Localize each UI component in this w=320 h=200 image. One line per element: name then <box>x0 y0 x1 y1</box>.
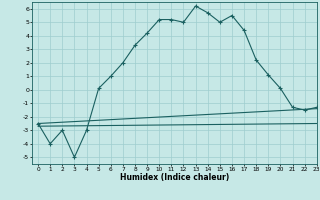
X-axis label: Humidex (Indice chaleur): Humidex (Indice chaleur) <box>120 173 229 182</box>
